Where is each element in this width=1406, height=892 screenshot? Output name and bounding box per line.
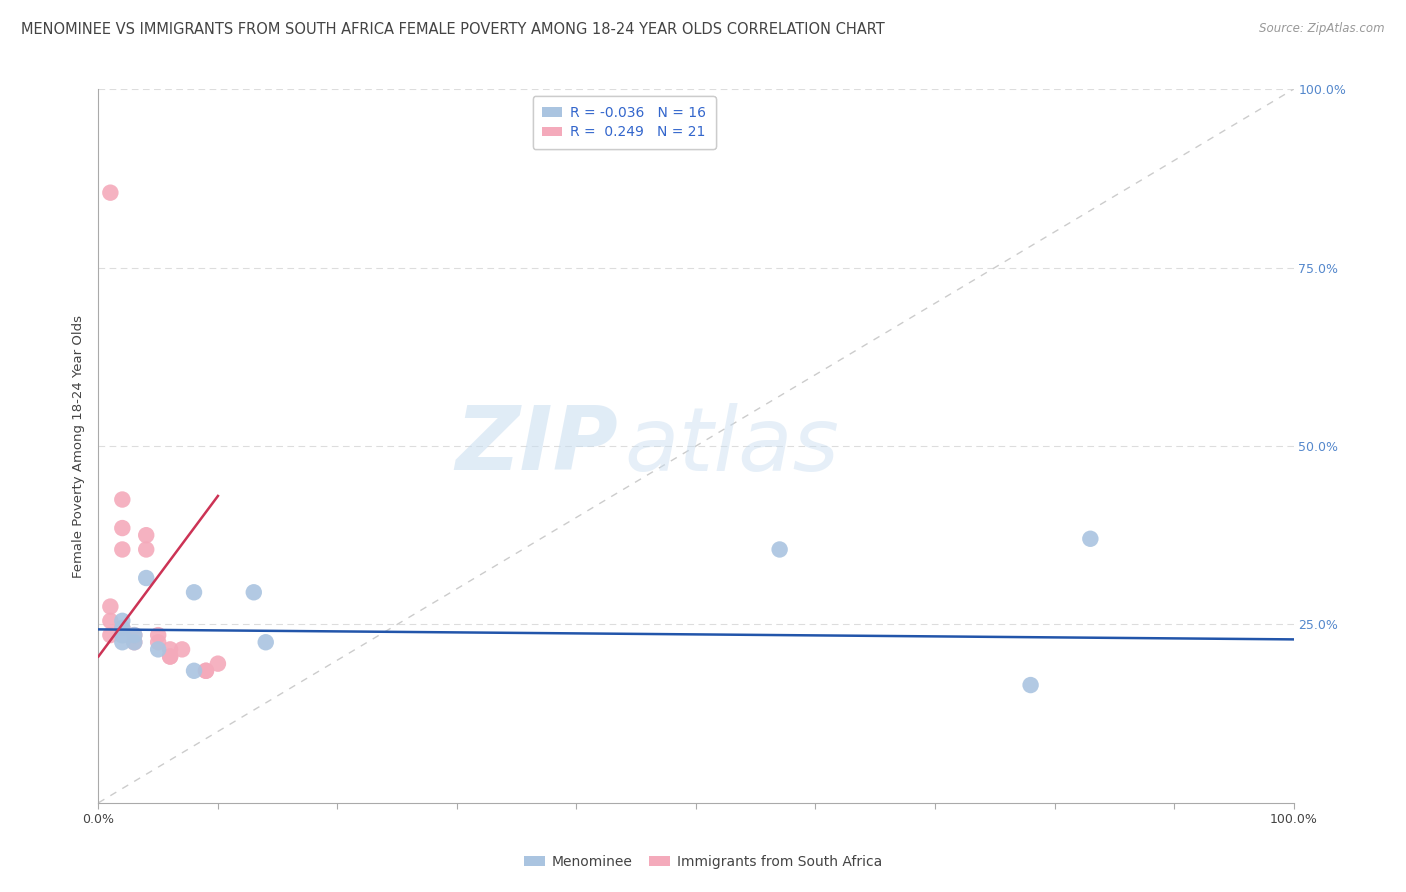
Point	[194, 664, 218, 678]
Point	[159, 649, 181, 664]
Text: Source: ZipAtlas.com: Source: ZipAtlas.com	[1260, 22, 1385, 36]
Point	[135, 542, 157, 557]
Y-axis label: Female Poverty Among 18-24 Year Olds: Female Poverty Among 18-24 Year Olds	[72, 315, 86, 577]
Legend: Menominee, Immigrants from South Africa: Menominee, Immigrants from South Africa	[517, 848, 889, 876]
Point	[98, 628, 122, 642]
Point	[111, 628, 134, 642]
Point	[111, 635, 134, 649]
Point	[111, 521, 134, 535]
Point	[111, 628, 134, 642]
Point	[111, 492, 134, 507]
Point	[194, 664, 218, 678]
Point	[111, 542, 134, 557]
Point	[135, 571, 157, 585]
Point	[254, 635, 277, 649]
Point	[111, 614, 134, 628]
Point	[98, 614, 122, 628]
Point	[111, 621, 134, 635]
Point	[124, 628, 146, 642]
Point	[124, 635, 146, 649]
Point	[124, 635, 146, 649]
Point	[148, 635, 170, 649]
Point	[172, 642, 194, 657]
Point	[111, 621, 134, 635]
Point	[207, 657, 229, 671]
Text: MENOMINEE VS IMMIGRANTS FROM SOUTH AFRICA FEMALE POVERTY AMONG 18-24 YEAR OLDS C: MENOMINEE VS IMMIGRANTS FROM SOUTH AFRIC…	[21, 22, 884, 37]
Point	[1080, 532, 1102, 546]
Point	[183, 664, 205, 678]
Point	[98, 186, 122, 200]
Point	[124, 628, 146, 642]
Point	[148, 642, 170, 657]
Point	[98, 599, 122, 614]
Point	[148, 628, 170, 642]
Point	[159, 642, 181, 657]
Point	[183, 585, 205, 599]
Point	[135, 528, 157, 542]
Point	[1019, 678, 1042, 692]
Text: atlas: atlas	[624, 403, 839, 489]
Point	[243, 585, 266, 599]
Text: ZIP: ZIP	[456, 402, 619, 490]
Legend: R = -0.036   N = 16, R =  0.249   N = 21: R = -0.036 N = 16, R = 0.249 N = 21	[533, 96, 716, 149]
Point	[768, 542, 790, 557]
Point	[159, 649, 181, 664]
